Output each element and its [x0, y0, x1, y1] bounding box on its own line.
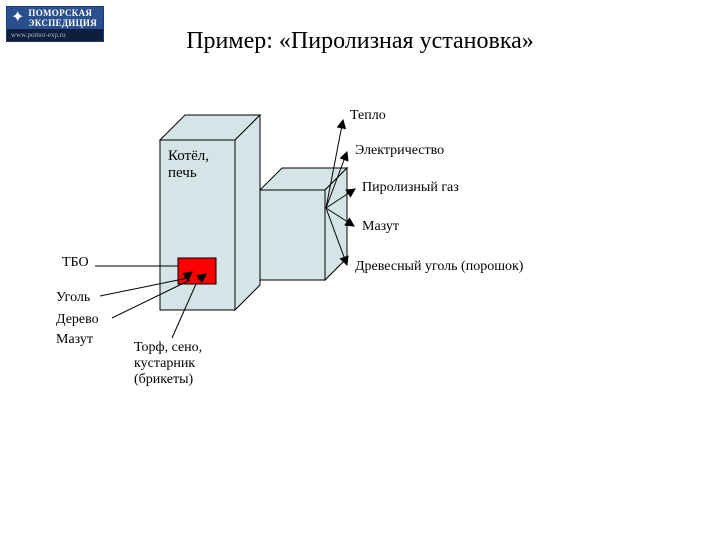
boiler-label: Котёл, печь [168, 148, 228, 182]
input-label-torf: Торф, сено, кустарник (брикеты) [134, 340, 244, 388]
input-label-derevo: Дерево [56, 312, 99, 328]
output-label-pgas: Пиролизный газ [362, 180, 459, 196]
output-label-char: Древесный уголь (порошок) [355, 259, 523, 275]
input-label-ugol: Уголь [56, 290, 90, 306]
output-label-heat: Тепло [350, 108, 386, 124]
input-label-tbo: ТБО [62, 255, 89, 271]
output-label-mazut2: Мазут [362, 219, 399, 235]
input-label-mazut: Мазут [56, 332, 93, 348]
output-label-elec: Электричество [355, 143, 444, 159]
